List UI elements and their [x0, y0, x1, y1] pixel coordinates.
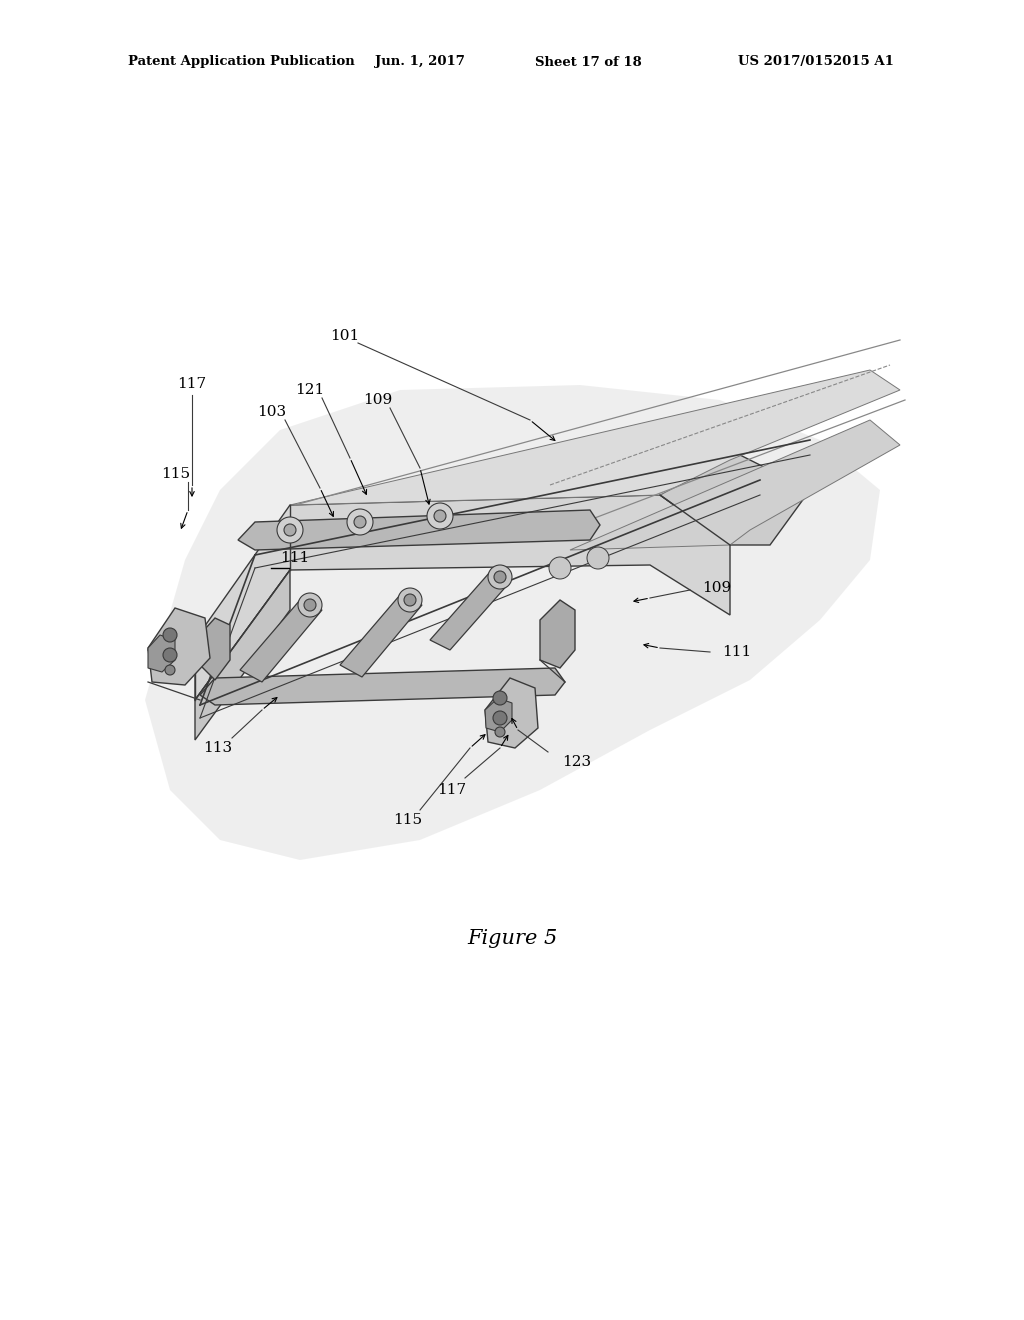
Polygon shape	[195, 570, 290, 741]
Circle shape	[493, 711, 507, 725]
Text: 111: 111	[280, 550, 309, 565]
Text: Patent Application Publication: Patent Application Publication	[128, 55, 354, 69]
Text: 113: 113	[204, 741, 232, 755]
Circle shape	[304, 599, 316, 611]
Text: Figure 5: Figure 5	[467, 928, 557, 948]
Polygon shape	[240, 601, 322, 682]
Circle shape	[298, 593, 322, 616]
Circle shape	[398, 587, 422, 612]
Circle shape	[284, 524, 296, 536]
Text: 115: 115	[393, 813, 423, 828]
Circle shape	[488, 565, 512, 589]
Circle shape	[493, 690, 507, 705]
Text: Sheet 17 of 18: Sheet 17 of 18	[535, 55, 642, 69]
Circle shape	[404, 594, 416, 606]
Polygon shape	[195, 618, 230, 680]
Polygon shape	[660, 450, 810, 545]
Text: 117: 117	[437, 783, 467, 797]
Text: 111: 111	[722, 645, 752, 659]
Polygon shape	[290, 370, 900, 506]
Polygon shape	[200, 668, 565, 705]
Circle shape	[347, 510, 373, 535]
Circle shape	[278, 517, 303, 543]
Polygon shape	[145, 385, 880, 861]
Circle shape	[163, 628, 177, 642]
Circle shape	[427, 503, 453, 529]
Text: Jun. 1, 2017: Jun. 1, 2017	[375, 55, 465, 69]
Polygon shape	[570, 420, 900, 550]
Polygon shape	[148, 609, 210, 685]
Text: 115: 115	[162, 467, 190, 480]
Text: 101: 101	[331, 329, 359, 343]
Circle shape	[163, 648, 177, 663]
Text: 109: 109	[702, 581, 731, 595]
Polygon shape	[148, 635, 175, 672]
Circle shape	[495, 727, 505, 737]
Polygon shape	[485, 678, 538, 748]
Circle shape	[494, 572, 506, 583]
Text: 121: 121	[295, 383, 325, 397]
Polygon shape	[430, 572, 510, 649]
Text: 103: 103	[257, 405, 287, 418]
Text: 109: 109	[364, 393, 392, 407]
Circle shape	[587, 546, 609, 569]
Polygon shape	[195, 495, 730, 700]
Polygon shape	[540, 601, 575, 668]
Text: 123: 123	[562, 755, 591, 770]
Polygon shape	[340, 595, 422, 677]
Polygon shape	[238, 510, 600, 550]
Circle shape	[434, 510, 446, 521]
Circle shape	[354, 516, 366, 528]
Text: US 2017/0152015 A1: US 2017/0152015 A1	[738, 55, 894, 69]
Circle shape	[165, 665, 175, 675]
Text: 117: 117	[177, 378, 207, 391]
Circle shape	[549, 557, 571, 579]
Polygon shape	[485, 698, 512, 733]
